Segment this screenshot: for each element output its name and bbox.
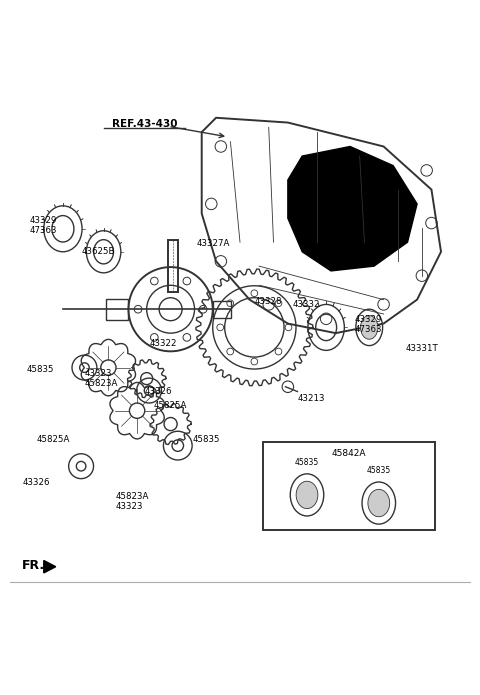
Text: 43328: 43328 — [254, 297, 282, 306]
Text: 45835: 45835 — [295, 458, 319, 467]
Text: 43323
45823A: 43323 45823A — [84, 369, 118, 389]
Text: 43326: 43326 — [144, 387, 172, 396]
Ellipse shape — [296, 481, 318, 509]
Bar — [213, 301, 231, 318]
Ellipse shape — [360, 316, 378, 339]
Text: 45835: 45835 — [192, 435, 220, 444]
Text: 43332: 43332 — [293, 300, 320, 309]
Text: 45842A: 45842A — [332, 449, 366, 458]
Text: 43625B: 43625B — [82, 247, 116, 256]
Polygon shape — [288, 147, 417, 271]
Text: 43326: 43326 — [22, 478, 50, 487]
Text: 45825A: 45825A — [154, 402, 187, 410]
Bar — [168, 240, 178, 293]
Text: 43331T: 43331T — [405, 344, 438, 353]
Text: 43329
47363: 43329 47363 — [29, 215, 57, 235]
Text: 45825A: 45825A — [36, 435, 70, 444]
Bar — [106, 299, 129, 320]
Text: 45823A
43323: 45823A 43323 — [116, 492, 149, 512]
Text: 45835: 45835 — [367, 466, 391, 475]
Text: 45835: 45835 — [27, 365, 55, 373]
Ellipse shape — [368, 489, 390, 517]
Text: 43213: 43213 — [298, 394, 325, 403]
Text: FR.: FR. — [22, 559, 45, 571]
Text: REF.43-430: REF.43-430 — [111, 119, 177, 129]
Bar — [263, 442, 435, 530]
Text: 43322: 43322 — [149, 339, 177, 348]
Polygon shape — [44, 560, 56, 573]
Text: 43327A: 43327A — [197, 238, 230, 247]
Text: 43329
47363: 43329 47363 — [355, 315, 383, 334]
